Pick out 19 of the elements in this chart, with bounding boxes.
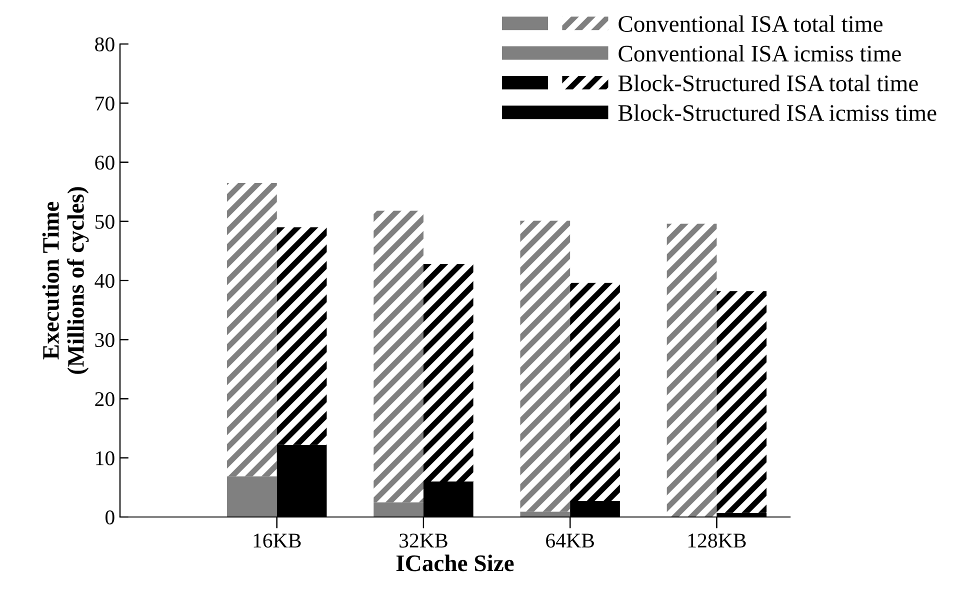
y-tick-label: 30 [95,333,114,348]
y-axis-title: Execution Time (Millions of cycles) [42,187,89,374]
y-tick-label: 60 [95,156,114,170]
x-axis-title: ICache Size [396,554,514,572]
legend-label: Conventional ISA icmiss time [618,45,901,62]
y-tick-label: 0 [106,510,114,524]
legend-label: Block-Structured ISA total time [618,74,918,92]
y-tick-label: 10 [96,451,114,466]
x-tick-label: 16KB [254,534,301,548]
y-tick-label: 20 [95,392,114,406]
x-tick-label: 64KB [546,534,594,548]
y-tick-label: 70 [96,96,114,111]
y-tick-label: 80 [95,37,114,52]
x-tick-label: 128KB [688,534,746,548]
legend-label: Block-Structured ISA icmiss time [618,104,936,121]
x-tick-label: 32KB [400,534,448,548]
y-tick-label: 40 [94,274,114,288]
y-tick-label: 50 [96,214,114,229]
legend-label: Conventional ISA total time [618,15,882,32]
